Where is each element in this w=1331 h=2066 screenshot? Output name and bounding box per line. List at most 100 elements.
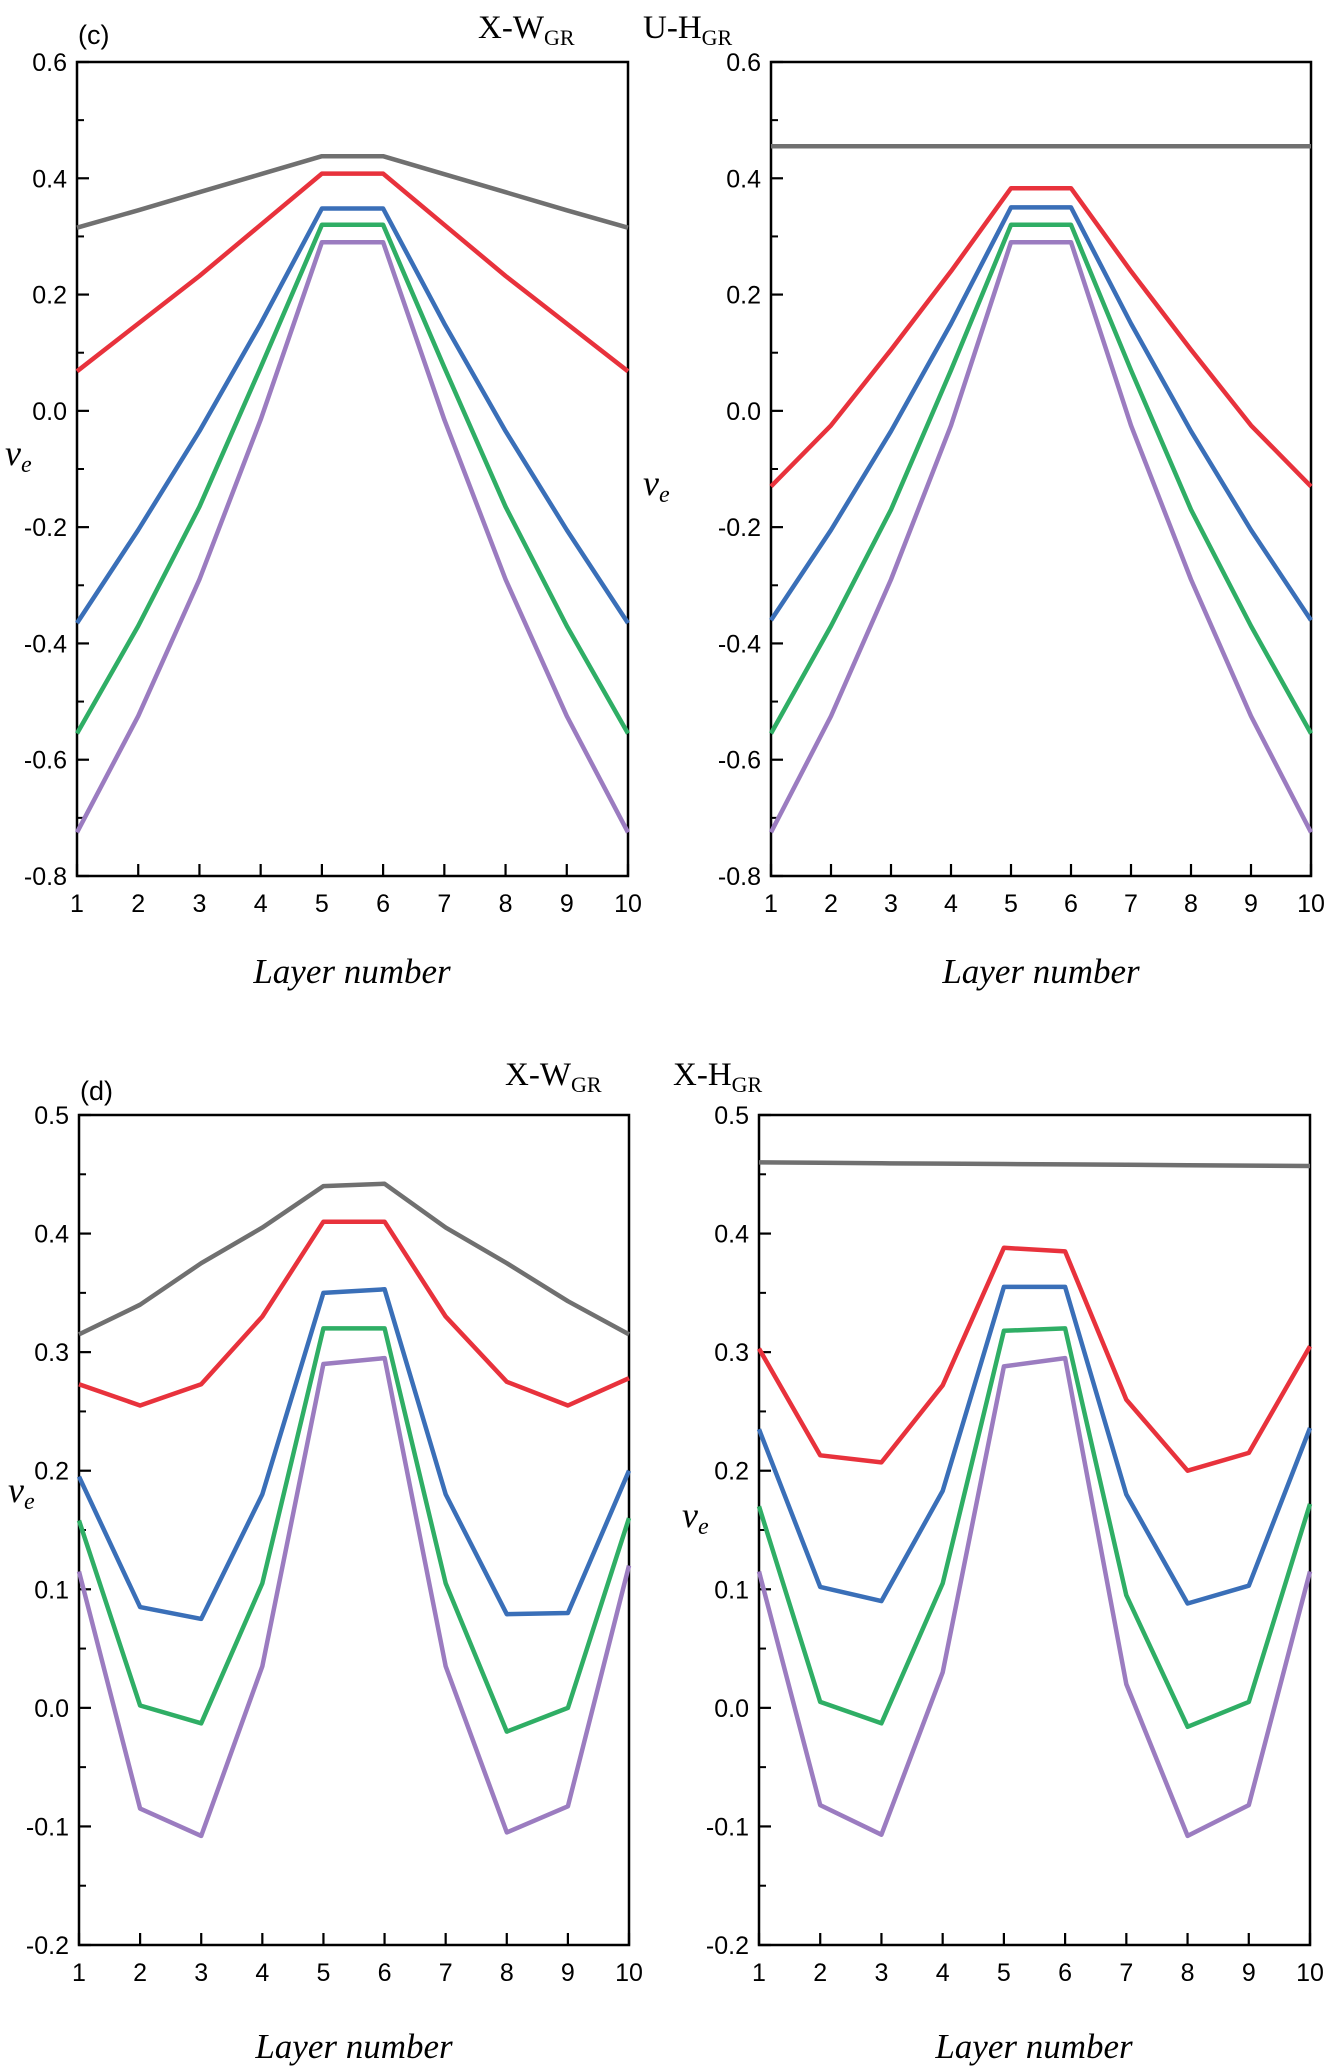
x-tick-label: 10 — [614, 890, 642, 918]
y-axis-label: ve — [643, 463, 670, 508]
x-axis-label: Layer number — [941, 952, 1140, 991]
x-tick-label: 3 — [194, 1959, 208, 1987]
x-axis-label: Layer number — [934, 2027, 1133, 2066]
chart-title-sub: GR — [544, 25, 575, 50]
y-axis-label-sub: e — [21, 452, 32, 478]
series-line-4 — [756, 1326, 1313, 1730]
x-tick-label: 9 — [1242, 1959, 1256, 1987]
x-tick-label: 8 — [1181, 1959, 1195, 1987]
x-tick-label: 1 — [752, 1959, 766, 1987]
y-tick-label: 0.6 — [726, 49, 761, 77]
series-line-2 — [769, 185, 1313, 488]
x-tick-label: 5 — [997, 1959, 1011, 1987]
axis-ticks: -0.8 -0.6 -0.4 -0.2 0.0 0.2 0.4 0.6 1 2 3 4 5 6 7 8 9 10 — [24, 49, 642, 918]
series-line-1 — [758, 1160, 1311, 1169]
x-tick-label: 5 — [315, 890, 329, 918]
y-axis-label-main: v — [5, 433, 21, 473]
series-line-2 — [78, 1219, 630, 1408]
series-group — [756, 1160, 1313, 1839]
series-line-5 — [76, 1355, 632, 1839]
x-tick-label: 5 — [1004, 890, 1018, 918]
panel-label: (d) — [80, 1076, 113, 1106]
series-line-2 — [75, 171, 630, 374]
x-tick-label: 7 — [1124, 890, 1138, 918]
y-tick-label: -0.1 — [26, 1813, 69, 1841]
series-line-4 — [75, 222, 630, 735]
y-axis-label-main: v — [8, 1470, 24, 1510]
axis-ticks: -0.8 -0.6 -0.4 -0.2 0.0 0.2 0.4 0.6 1 2 3 4 5 6 7 8 9 10 — [718, 49, 1325, 918]
x-tick-label: 10 — [1297, 890, 1325, 918]
y-axis-label: ve — [5, 433, 32, 478]
y-tick-label: 0.0 — [714, 1695, 749, 1723]
series-line-1 — [76, 153, 629, 230]
x-tick-label: 7 — [1119, 1959, 1133, 1987]
x-tick-label: 4 — [944, 890, 958, 918]
x-tick-label: 4 — [254, 890, 268, 918]
y-tick-label: -0.2 — [718, 514, 761, 542]
plot-frame — [75, 60, 630, 878]
series-line-1 — [78, 1181, 631, 1337]
chart-title: X-HGR — [673, 1057, 763, 1097]
y-tick-label: -0.8 — [718, 863, 761, 891]
x-tick-label: 3 — [884, 890, 898, 918]
y-tick-label: 0.0 — [726, 398, 761, 426]
chart-title-sub: GR — [571, 1072, 602, 1097]
y-axis-label-sub: e — [698, 1514, 709, 1540]
series-line-3 — [756, 1284, 1313, 1606]
x-tick-label: 6 — [378, 1959, 392, 1987]
y-axis-label-main: v — [643, 463, 659, 503]
y-tick-label: 0.2 — [32, 282, 67, 310]
panel-label: (c) — [78, 20, 109, 50]
chart-title-sub: GR — [702, 25, 733, 50]
y-tick-label: -0.4 — [718, 630, 761, 658]
x-tick-label: 10 — [1296, 1959, 1324, 1987]
x-tick-label: 9 — [561, 1959, 575, 1987]
x-tick-label: 2 — [813, 1959, 827, 1987]
x-tick-label: 3 — [874, 1959, 888, 1987]
x-tick-label: 6 — [376, 890, 390, 918]
y-tick-label: -0.6 — [718, 747, 761, 775]
x-tick-label: 6 — [1058, 1959, 1072, 1987]
x-tick-label: 7 — [439, 1959, 453, 1987]
y-tick-label: 0.5 — [34, 1102, 69, 1130]
y-tick-label: 0.5 — [714, 1102, 749, 1130]
chart-title-sub: GR — [732, 1072, 763, 1097]
x-tick-label: 7 — [437, 890, 451, 918]
y-tick-label: 0.2 — [34, 1458, 69, 1486]
x-axis-label: Layer number — [254, 2027, 453, 2066]
y-axis-label: ve — [8, 1470, 35, 1515]
x-tick-label: 8 — [499, 890, 513, 918]
series-group — [769, 144, 1313, 834]
x-tick-label: 1 — [70, 890, 84, 918]
x-tick-label: 2 — [133, 1959, 147, 1987]
x-tick-label: 5 — [316, 1959, 330, 1987]
x-tick-label: 1 — [764, 890, 778, 918]
y-axis-label-sub: e — [24, 1489, 35, 1515]
x-tick-label: 8 — [1184, 890, 1198, 918]
y-tick-label: 0.2 — [714, 1458, 749, 1486]
series-line-3 — [76, 1287, 632, 1622]
chart-c-left: -0.8-0.6-0.4-0.20.00.20.40.61 2 3 4 5 6 7 8 9 10 … — [5, 10, 642, 991]
plot-frame — [757, 1113, 1312, 1947]
series-line-4 — [76, 1326, 632, 1734]
chart-title: X-WGR — [505, 1057, 602, 1097]
plot-frame — [769, 60, 1313, 878]
series-line-5 — [75, 239, 630, 834]
x-tick-label: 9 — [560, 890, 574, 918]
y-tick-label: 0.4 — [726, 165, 761, 193]
y-tick-label: 0.3 — [714, 1339, 749, 1367]
series-line-5 — [756, 1355, 1313, 1839]
axis-ticks: -0.2 -0.1 0.0 0.1 0.2 0.3 0.4 0.5 1 2 3 4 5 6 7 8 9 10 — [706, 1102, 1324, 1987]
chart-c-right: -0.8-0.6-0.4-0.20.00.20.40.61 2 3 4 5 6 7 8 9 10 … — [643, 10, 1325, 991]
y-tick-label: 0.2 — [726, 282, 761, 310]
chart-title-main: X-H — [673, 1057, 732, 1093]
x-tick-label: 9 — [1244, 890, 1258, 918]
chart-title: U-HGR — [643, 10, 733, 50]
series-line-3 — [769, 205, 1313, 622]
series-group — [75, 153, 630, 834]
y-tick-label: -0.2 — [24, 514, 67, 542]
y-tick-label: 0.6 — [32, 49, 67, 77]
series-group — [76, 1181, 632, 1839]
y-tick-label: -0.1 — [706, 1813, 749, 1841]
chart-title-main: U-H — [643, 10, 702, 46]
